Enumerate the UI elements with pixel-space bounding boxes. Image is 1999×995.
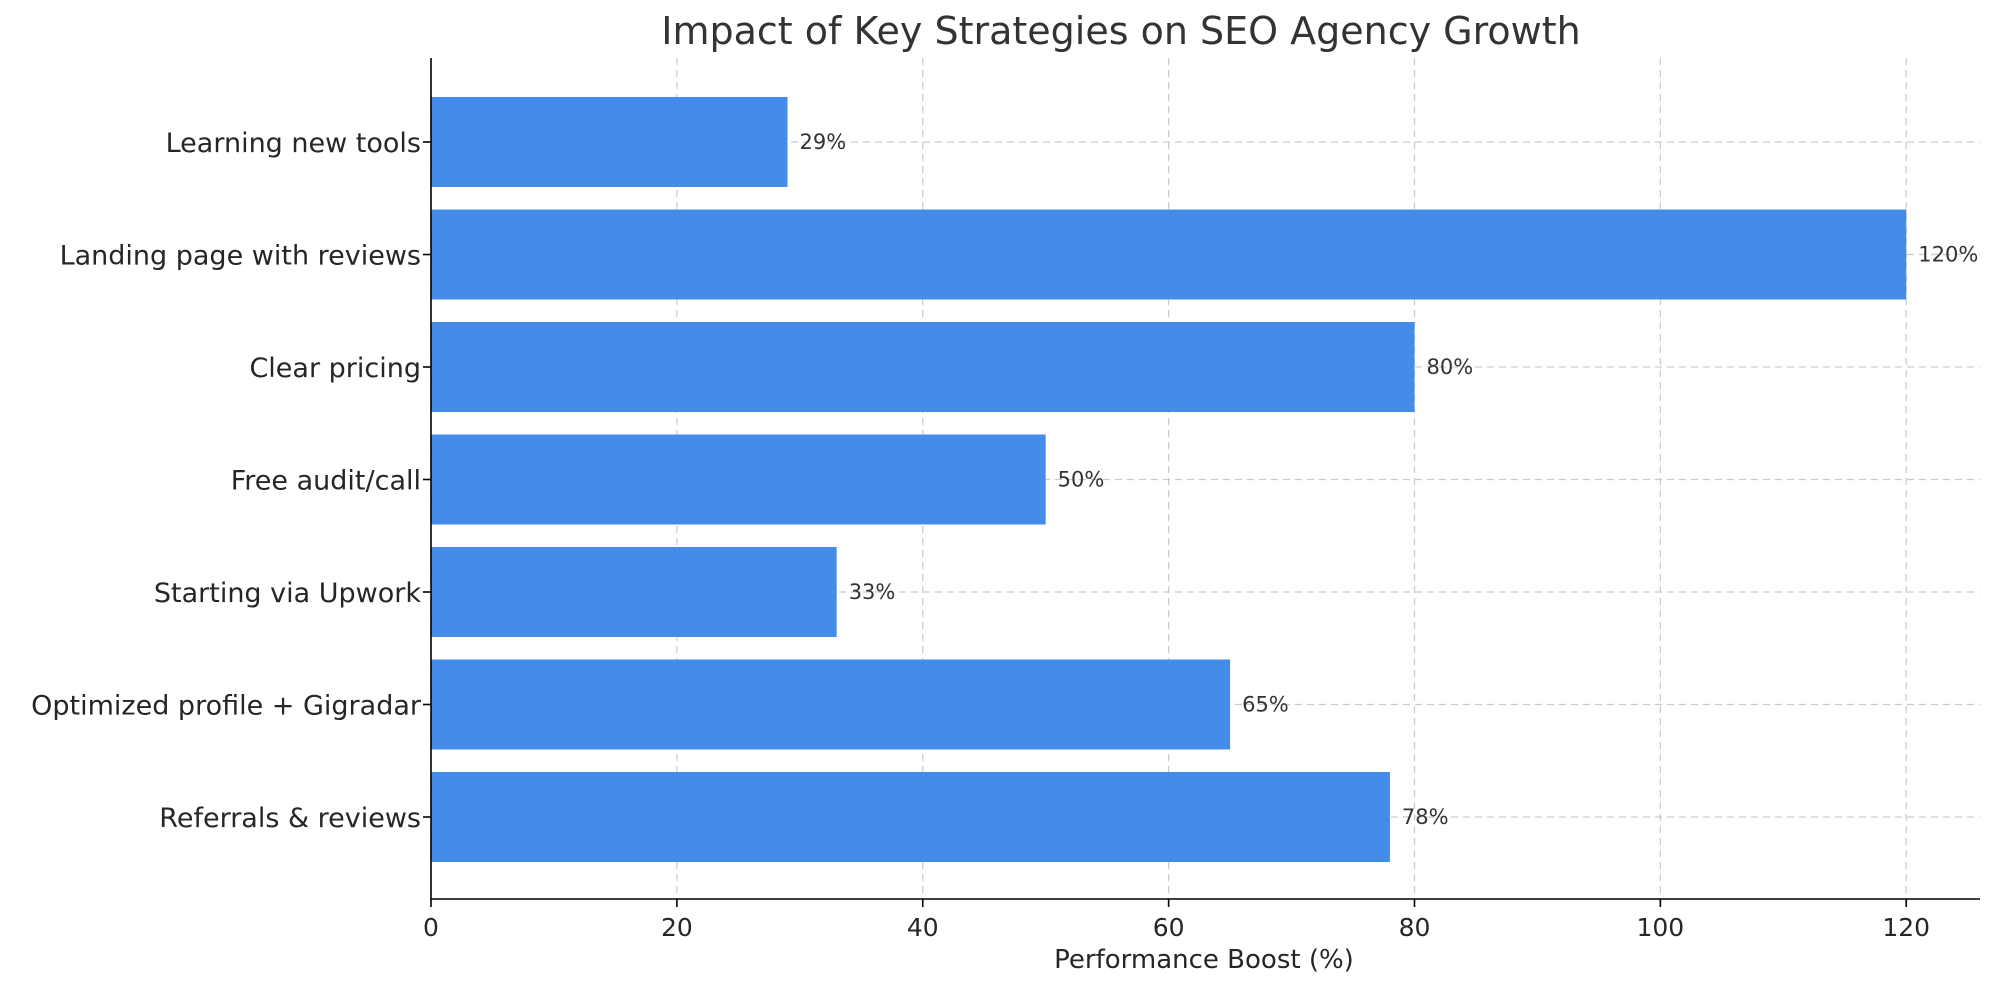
bar-1 [431, 97, 788, 187]
data-label: 50% [1058, 468, 1105, 492]
y-tick-label: Landing page with reviews [60, 241, 421, 272]
y-tick-label: Learning new tools [166, 128, 421, 159]
x-axis-ticks: 0 20 40 60 80 100 120 [423, 899, 1930, 942]
data-label: 78% [1402, 805, 1449, 829]
x-tick-label: 60 [1153, 913, 1185, 942]
bar-7 [431, 772, 1390, 862]
data-label: 120% [1918, 243, 1978, 267]
y-tick-label: Referrals & reviews [159, 803, 421, 834]
x-tick-label: 0 [423, 913, 439, 942]
y-tick-label: Clear pricing [249, 353, 421, 384]
x-tick-label: 40 [907, 913, 939, 942]
data-label: 65% [1242, 693, 1289, 717]
bar-4 [431, 434, 1046, 525]
y-tick-label: Starting via Upwork [154, 578, 422, 609]
x-axis-label: Performance Boost (%) [1054, 945, 1354, 975]
y-axis-ticks: Learning new tools Landing page with revi… [31, 128, 431, 834]
y-tick-label: Optimized profile + Gigradar [31, 691, 422, 722]
x-tick-label: 100 [1637, 913, 1685, 942]
chart-title: Impact of Key Strategies on SEO Agency G… [661, 9, 1580, 53]
x-tick-label: 20 [661, 913, 693, 942]
bars [431, 97, 1907, 862]
y-tick-label: Free audit/call [231, 466, 421, 497]
x-tick-label: 80 [1399, 913, 1431, 942]
data-labels: 29% 120% 80% 50% 33% 65% 78% [800, 130, 1979, 829]
data-label: 80% [1426, 355, 1473, 379]
x-tick-label: 120 [1882, 913, 1930, 942]
bar-2 [431, 209, 1907, 300]
bar-6 [431, 659, 1231, 750]
bar-5 [431, 547, 837, 637]
data-label: 29% [800, 130, 847, 154]
bar-3 [431, 322, 1415, 412]
data-label: 33% [849, 580, 896, 604]
